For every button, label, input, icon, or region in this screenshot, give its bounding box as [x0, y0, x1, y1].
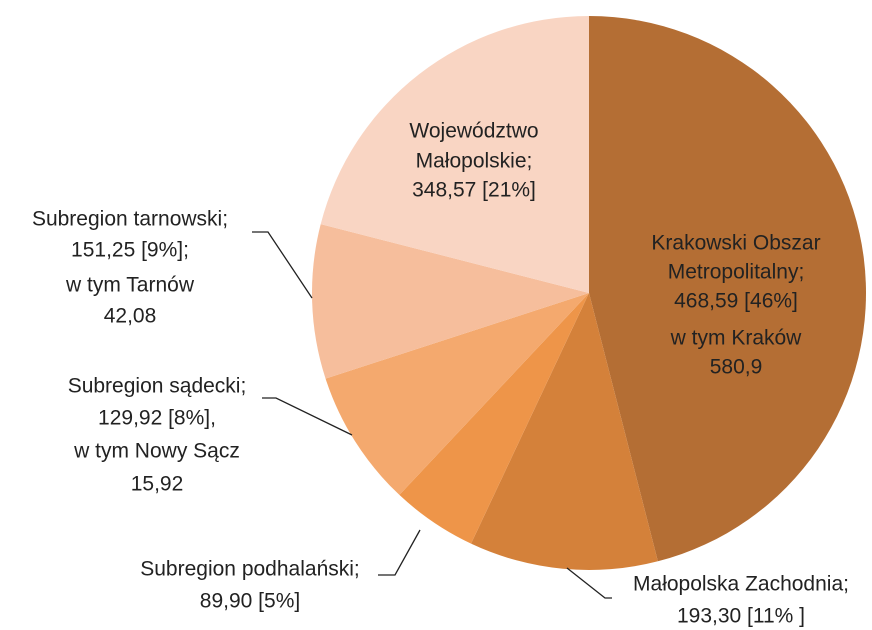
slice-label: w tym Tarnów [65, 274, 195, 297]
slice-label: w tym Nowy Sącz [73, 440, 240, 463]
slice-label: 129,92 [8%], [98, 407, 216, 430]
slice-label: Subregion sądecki; [68, 375, 247, 398]
slice-label: Województwo [409, 120, 538, 143]
slice-label: Subregion tarnowski; [32, 208, 228, 231]
pie-slice [311, 224, 589, 379]
pie-slice [589, 16, 867, 562]
pie-slice [325, 293, 589, 495]
slice-label: 348,57 [21%] [412, 179, 536, 202]
pie-slice [320, 16, 589, 293]
slice-label: 193,30 [11% ] [677, 605, 805, 628]
leader-line [252, 231, 313, 299]
slice-label: 89,90 [5%] [200, 590, 300, 613]
pie-slice [399, 293, 589, 544]
slice-label: Krakowski Obszar [651, 232, 820, 255]
slice-label: Metropolitalny; [668, 261, 805, 284]
leader-line [566, 567, 612, 599]
slice-label: 468,59 [46%] [674, 290, 798, 313]
slice-label: w tym Kraków [670, 327, 803, 350]
slice-label: 15,92 [131, 473, 184, 496]
slice-label: 151,25 [9%]; [71, 239, 189, 262]
slice-label: Subregion podhalański; [140, 558, 360, 581]
slice-label: 42,08 [104, 305, 157, 328]
slice-label: Małopolska Zachodnia; [633, 573, 849, 596]
leader-line [262, 397, 353, 436]
pie-slice [471, 293, 658, 570]
slice-label: 580,9 [710, 356, 763, 379]
slice-label: Małopolskie; [416, 150, 533, 173]
leader-line [378, 529, 421, 576]
